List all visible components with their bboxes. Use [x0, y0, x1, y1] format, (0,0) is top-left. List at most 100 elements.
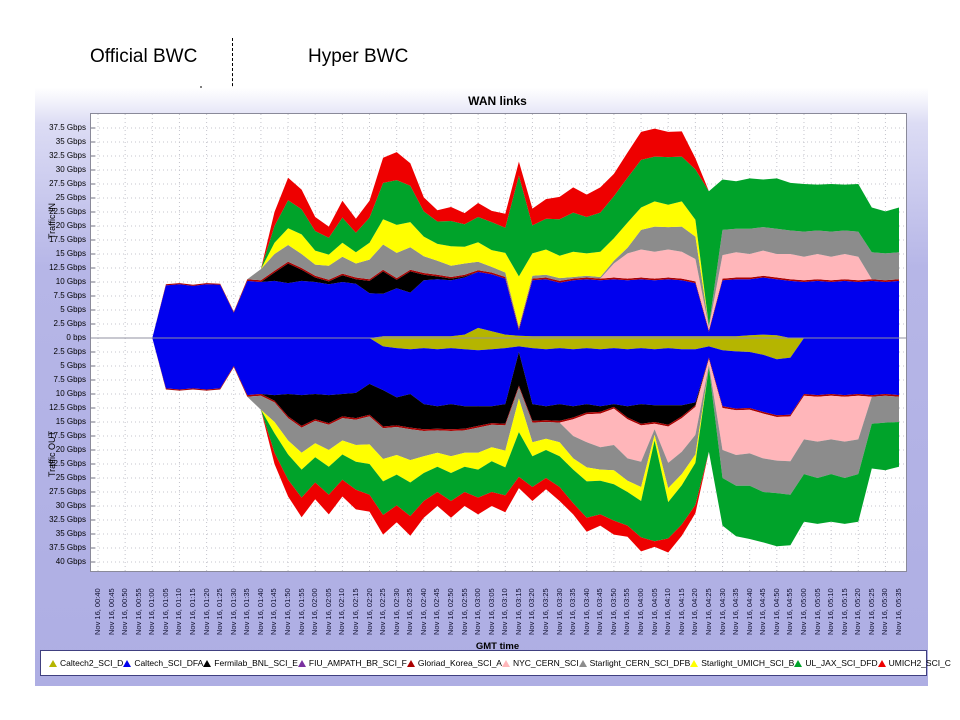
- x-tick-label: Nov 16, 04:40: [744, 588, 754, 635]
- x-tick-label: Nov 16, 02:45: [432, 588, 442, 635]
- x-tick-label: Nov 16, 02:30: [391, 588, 401, 635]
- y-tick-label: 10 Gbps: [55, 277, 86, 286]
- x-tick-label: Nov 16, 01:10: [174, 588, 184, 635]
- x-tick-label: Nov 16, 03:45: [595, 588, 605, 635]
- y-tick-label: 15 Gbps: [55, 249, 86, 258]
- x-tick-label: Nov 16, 04:50: [771, 588, 781, 635]
- legend-item: Caltech2_SCI_D: [49, 658, 123, 668]
- x-tick-label: Nov 16, 02:35: [405, 588, 415, 635]
- legend-item: NYC_CERN_SCI: [501, 658, 579, 668]
- legend-triangle-icon: [49, 659, 57, 667]
- x-tick-label: Nov 16, 03:40: [581, 588, 591, 635]
- legend-label: UMICH2_SCI_C: [888, 658, 951, 668]
- legend-item: FIU_AMPATH_BR_SCI_F: [297, 658, 407, 668]
- legend-label: Starlight_UMICH_SCI_B: [701, 658, 795, 668]
- x-tick-label: Nov 16, 05:05: [812, 588, 822, 635]
- x-tick-label: Nov 16, 04:45: [758, 588, 768, 635]
- annotation-hyper-bwc: Hyper BWC: [308, 46, 409, 67]
- x-tick-label: Nov 16, 00:45: [106, 588, 116, 635]
- x-tick-label: Nov 16, 03:10: [500, 588, 510, 635]
- legend-label: FIU_AMPATH_BR_SCI_F: [308, 658, 407, 668]
- x-tick-label: Nov 16, 03:05: [486, 588, 496, 635]
- x-tick-label: Nov 16, 02:55: [459, 588, 469, 635]
- legend-triangle-icon: [406, 659, 415, 667]
- plot-area: [90, 113, 907, 572]
- x-tick-label: Nov 16, 02:40: [418, 588, 428, 635]
- x-tick-label: Nov 16, 02:10: [337, 588, 347, 635]
- x-tick-label: Nov 16, 02:05: [323, 588, 333, 635]
- annotation-official-bwc: Official BWC: [90, 46, 198, 67]
- legend-label: Caltech2_SCI_D: [60, 658, 124, 668]
- legend-label: UL_JAX_SCI_DFD: [805, 658, 878, 668]
- legend-triangle-icon: [578, 659, 587, 667]
- legend-item: Caltech_SCI_DFA: [123, 658, 203, 668]
- x-tick-label: Nov 16, 01:15: [188, 588, 198, 635]
- y-tick-label: 2.5 Gbps: [53, 347, 86, 356]
- x-tick-label: Nov 16, 01:00: [147, 588, 157, 635]
- legend-triangle-icon: [297, 659, 306, 667]
- y-tick-label: 7.5 Gbps: [53, 291, 86, 300]
- x-tick-label: Nov 16, 04:00: [636, 588, 646, 635]
- x-tick-label: Nov 16, 00:55: [133, 588, 143, 635]
- x-tick-label: Nov 16, 03:15: [513, 588, 523, 635]
- legend-item: Starlight_CERN_SCI_DFB: [578, 658, 690, 668]
- legend-item: Gloriad_Korea_SCI_A: [406, 658, 502, 668]
- x-tick-label: Nov 16, 01:45: [269, 588, 279, 635]
- x-tick-label: Nov 16, 04:55: [785, 588, 795, 635]
- y-tick-label: 35 Gbps: [55, 529, 86, 538]
- x-tick-label: Nov 16, 04:10: [663, 588, 673, 635]
- chart-panel: WAN links Traffic IN Traffic OUT 37.5 Gb…: [35, 88, 951, 686]
- y-tick-label: 32.5 Gbps: [49, 515, 86, 524]
- x-tick-label: Nov 16, 02:25: [378, 588, 388, 635]
- x-tick-label: Nov 16, 04:05: [649, 588, 659, 635]
- x-tick-label: Nov 16, 01:35: [242, 588, 252, 635]
- x-tick-label: Nov 16, 03:50: [608, 588, 618, 635]
- x-tick-label: Nov 16, 02:00: [310, 588, 320, 635]
- x-axis-label: GMT time: [475, 641, 520, 652]
- legend-triangle-icon: [123, 659, 132, 667]
- x-tick-label: Nov 16, 04:25: [703, 588, 713, 635]
- x-tick-label: Nov 16, 03:25: [541, 588, 551, 635]
- legend-triangle-icon: [877, 659, 886, 667]
- y-tick-label: 17.5 Gbps: [49, 235, 86, 244]
- legend-item: UMICH2_SCI_C: [877, 658, 951, 668]
- legend-item: Fermilab_BNL_SCI_E: [203, 658, 298, 668]
- y-tick-label: 20 Gbps: [55, 445, 86, 454]
- y-tick-label: 22.5 Gbps: [49, 207, 86, 216]
- x-tick-label: Nov 16, 05:00: [798, 588, 808, 635]
- x-tick-label: Nov 16, 01:55: [296, 588, 306, 635]
- y-tick-label: 27.5 Gbps: [49, 179, 86, 188]
- y-tick-label: 10 Gbps: [55, 389, 86, 398]
- x-tick-label: Nov 16, 03:30: [554, 588, 564, 635]
- y-tick-label: 0 bps: [66, 333, 86, 342]
- x-tick-label: Nov 16, 05:15: [839, 588, 849, 635]
- x-tick-label: Nov 16, 01:20: [201, 588, 211, 635]
- y-tick-label: 5 Gbps: [60, 361, 86, 370]
- legend-triangle-icon: [501, 659, 510, 667]
- legend-triangle-icon: [794, 659, 803, 667]
- x-tick-label: Nov 16, 02:20: [364, 588, 374, 635]
- y-tick-label: 40 Gbps: [55, 557, 86, 566]
- y-tick-label: 22.5 Gbps: [49, 459, 86, 468]
- y-tick-label: 37.5 Gbps: [49, 543, 86, 552]
- x-tick-label: Nov 16, 01:05: [160, 588, 170, 635]
- y-tick-label: 25 Gbps: [55, 193, 86, 202]
- y-tick-label: 20 Gbps: [55, 221, 86, 230]
- legend-item: UL_JAX_SCI_DFD: [794, 658, 878, 668]
- x-tick-label: Nov 16, 05:30: [880, 588, 890, 635]
- x-tick-label: Nov 16, 02:50: [445, 588, 455, 635]
- x-tick-label: Nov 16, 01:40: [255, 588, 265, 635]
- x-tick-label: Nov 16, 05:20: [853, 588, 863, 635]
- y-tick-label: 32.5 Gbps: [49, 151, 86, 160]
- x-tick-label: Nov 16, 05:35: [894, 588, 903, 635]
- x-tick-label: Nov 16, 04:20: [690, 588, 700, 635]
- y-tick-label: 5 Gbps: [60, 305, 86, 314]
- x-tick-label: Nov 16, 05:10: [826, 588, 836, 635]
- legend-triangle-icon: [203, 659, 212, 667]
- legend-triangle-icon: [690, 659, 699, 667]
- x-tick-label: Nov 16, 04:30: [717, 588, 727, 635]
- legend-item: Starlight_UMICH_SCI_B: [690, 658, 794, 668]
- x-tick-label: Nov 16, 03:00: [473, 588, 483, 635]
- x-tick-label: Nov 16, 00:40: [93, 588, 102, 635]
